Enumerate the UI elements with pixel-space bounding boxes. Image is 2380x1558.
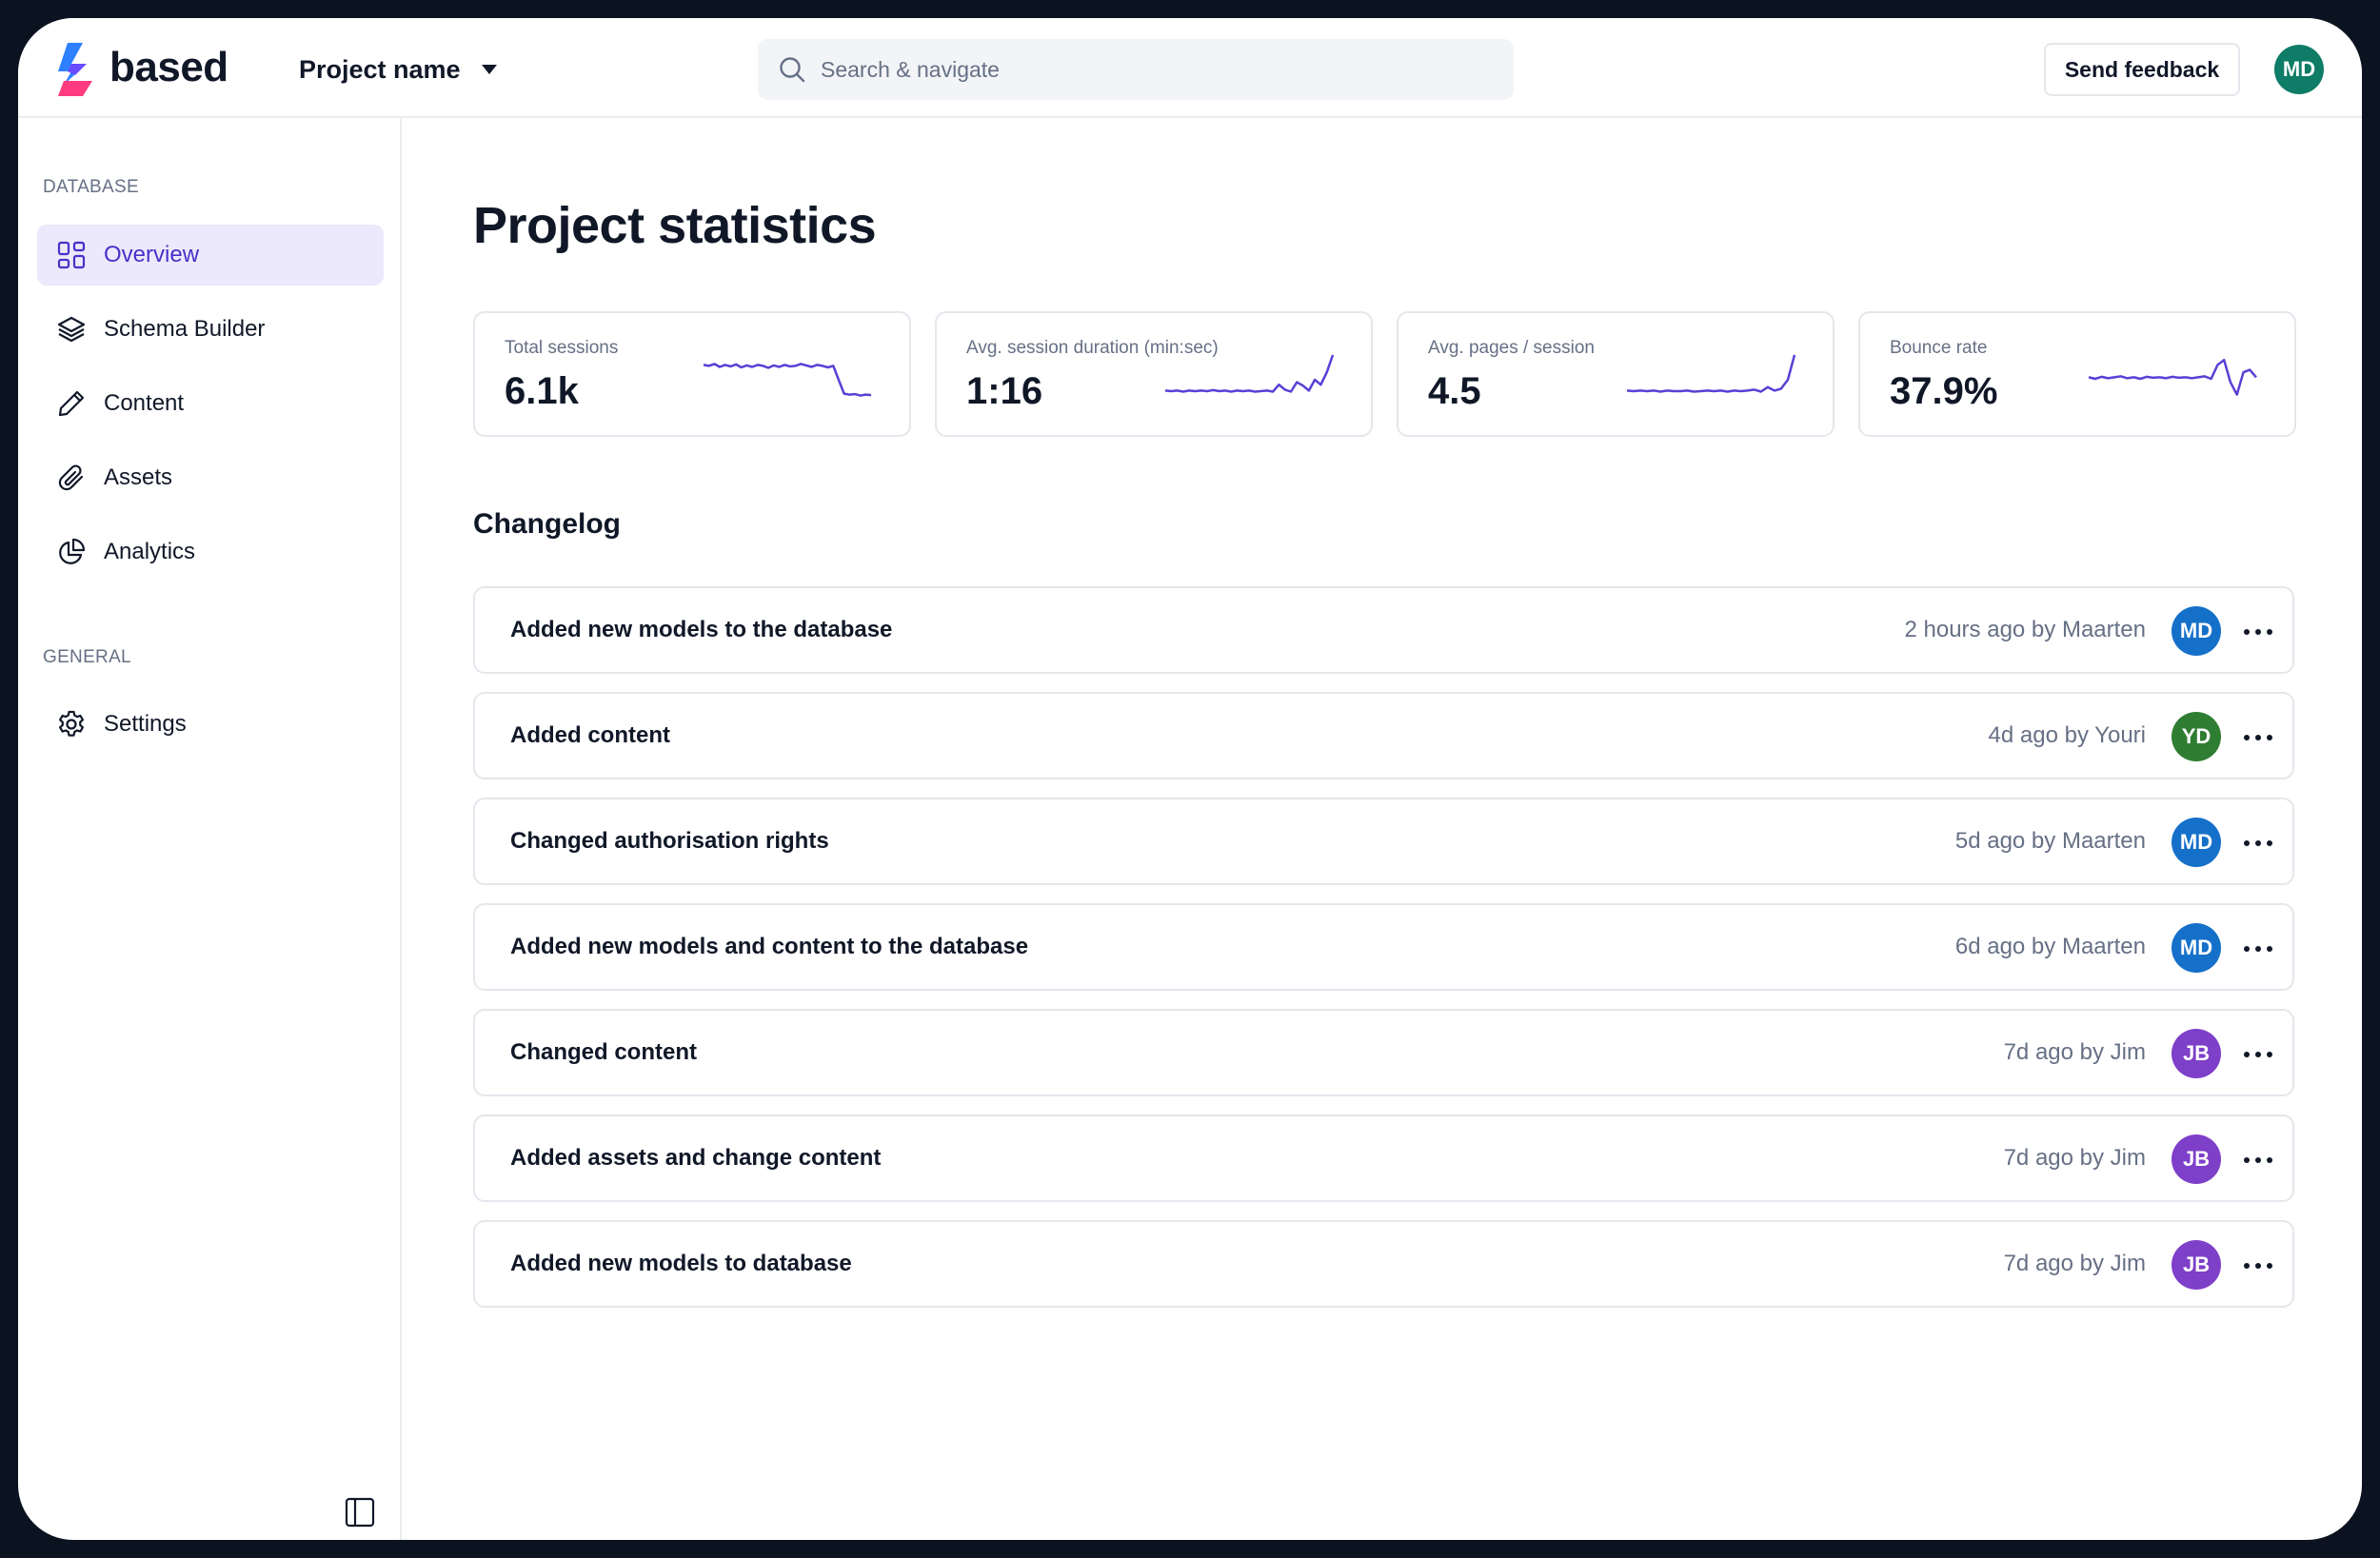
author-avatar[interactable]: MD	[2172, 923, 2221, 973]
sidebar-toggle-icon[interactable]	[344, 1496, 376, 1528]
search-input[interactable]	[821, 56, 1487, 83]
sidebar-item-schema-builder[interactable]: Schema Builder	[37, 299, 384, 360]
stat-label: Avg. pages / session	[1428, 338, 1595, 358]
author-avatar[interactable]: YD	[2172, 712, 2221, 761]
changelog-meta: 2 hours ago by Maarten	[1904, 617, 2147, 642]
changelog-title-text: Changed content	[510, 1039, 697, 1065]
changelog-meta: 6d ago by Maarten	[1954, 934, 2146, 959]
app-window: based Project name Send feedback MD DATA…	[18, 18, 2362, 1540]
sidebar-item-settings[interactable]: Settings	[37, 694, 384, 755]
changelog-row[interactable]: Added new models and content to the data…	[473, 903, 2294, 991]
sparkline-chart	[1164, 354, 1335, 393]
changelog-row[interactable]: Added new models to database 7d ago by Ji…	[473, 1220, 2294, 1308]
more-options-icon[interactable]	[2239, 824, 2277, 862]
sidebar-item-label: Analytics	[104, 539, 196, 564]
stat-value: 6.1k	[505, 370, 579, 412]
changelog-meta: 7d ago by Jim	[2003, 1039, 2146, 1065]
section-title-database: DATABASE	[43, 177, 139, 197]
author-avatar[interactable]: MD	[2172, 818, 2221, 867]
sidebar-item-overview[interactable]: Overview	[37, 225, 384, 286]
stat-value: 4.5	[1428, 370, 1481, 412]
changelog-row[interactable]: Added content 4d ago by Youri YD	[473, 692, 2294, 779]
sidebar-item-label: Settings	[104, 711, 187, 737]
changelog-meta: 5d ago by Maarten	[1954, 828, 2146, 854]
stat-card[interactable]: Avg. pages / session 4.5	[1397, 311, 1835, 437]
changelog-title: Changelog	[473, 508, 621, 540]
changelog-title-text: Changed authorisation rights	[510, 828, 829, 854]
author-avatar[interactable]: MD	[2172, 606, 2221, 656]
more-options-icon[interactable]	[2239, 1141, 2277, 1179]
sidebar-item-analytics[interactable]: Analytics	[37, 522, 384, 582]
author-avatar[interactable]: JB	[2172, 1240, 2221, 1290]
grid-icon	[57, 241, 86, 269]
page-title: Project statistics	[473, 197, 877, 254]
changelog-row[interactable]: Added new models to the database 2 hours …	[473, 586, 2294, 674]
stat-label: Bounce rate	[1890, 338, 1988, 358]
gear-icon	[59, 710, 84, 737]
send-feedback-button[interactable]: Send feedback	[2044, 43, 2240, 96]
author-avatar[interactable]: JB	[2172, 1029, 2221, 1078]
paperclip-icon	[58, 464, 84, 491]
more-options-icon[interactable]	[2239, 1035, 2277, 1074]
sidebar-item-label: Assets	[104, 464, 173, 490]
stat-card[interactable]: Avg. session duration (min:sec) 1:16	[935, 311, 1373, 437]
more-options-icon[interactable]	[2239, 613, 2277, 651]
changelog-title-text: Added assets and change content	[510, 1145, 882, 1171]
project-name-label: Project name	[299, 54, 461, 84]
sidebar: DATABASE Overview Schema Build	[18, 118, 402, 1540]
changelog-title-text: Added new models to the database	[510, 617, 893, 642]
more-options-icon[interactable]	[2239, 930, 2277, 968]
pencil-icon	[58, 390, 85, 417]
caret-down-icon	[481, 65, 497, 74]
sidebar-item-label: Content	[104, 390, 185, 416]
pie-chart-icon	[59, 538, 86, 564]
more-options-icon[interactable]	[2239, 1247, 2277, 1285]
author-avatar[interactable]: JB	[2172, 1134, 2221, 1184]
sparkline-line	[703, 363, 872, 397]
changelog-meta: 4d ago by Youri	[1988, 722, 2146, 748]
stat-value: 37.9%	[1890, 370, 1998, 412]
sidebar-item-content[interactable]: Content	[37, 373, 384, 434]
top-bar: based Project name Send feedback MD	[18, 18, 2362, 118]
search-bar[interactable]	[758, 39, 1514, 100]
changelog-title-text: Added new models and content to the data…	[510, 934, 1029, 959]
changelog-row[interactable]: Changed authorisation rights 5d ago by Ma…	[473, 798, 2294, 885]
stat-card[interactable]: Bounce rate 37.9%	[1858, 311, 2296, 437]
sidebar-item-assets[interactable]: Assets	[37, 447, 384, 508]
user-avatar[interactable]: MD	[2274, 45, 2324, 94]
changelog-meta: 7d ago by Jim	[2003, 1251, 2146, 1276]
sparkline-line	[1626, 354, 1796, 393]
changelog-meta: 7d ago by Jim	[2003, 1145, 2146, 1171]
brand-name: based	[109, 44, 228, 90]
sidebar-item-label: Schema Builder	[104, 316, 266, 342]
sparkline-chart	[2088, 358, 2257, 396]
sparkline-line	[2088, 358, 2257, 396]
main-content: Project statistics Total sessions 6.1k Avg…	[402, 118, 2362, 1540]
sparkline-line	[1164, 354, 1335, 393]
more-options-icon[interactable]	[2239, 719, 2277, 757]
sparkline-chart	[1626, 354, 1796, 393]
sparkline-chart	[703, 363, 872, 397]
stat-label: Total sessions	[505, 338, 619, 358]
changelog-row[interactable]: Changed content 7d ago by Jim JB	[473, 1009, 2294, 1096]
sidebar-item-label: Overview	[104, 242, 200, 267]
stat-label: Avg. session duration (min:sec)	[966, 338, 1219, 358]
section-title-general: GENERAL	[43, 647, 131, 667]
layers-icon	[57, 316, 86, 343]
stat-value: 1:16	[966, 370, 1043, 412]
based-logo-icon[interactable]	[54, 43, 96, 96]
search-icon	[780, 57, 805, 83]
project-selector[interactable]: Project name	[299, 50, 497, 89]
changelog-title-text: Added new models to database	[510, 1251, 852, 1276]
changelog-row[interactable]: Added assets and change content 7d ago by…	[473, 1114, 2294, 1202]
changelog-title-text: Added content	[510, 722, 670, 748]
stat-card[interactable]: Total sessions 6.1k	[473, 311, 911, 437]
